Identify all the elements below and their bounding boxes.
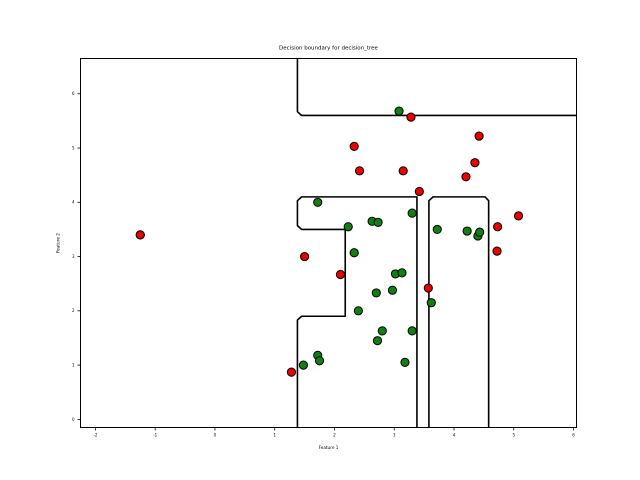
y-tick-label: 5 <box>72 145 75 150</box>
green-point-21 <box>432 224 442 235</box>
red-point-13 <box>470 158 480 168</box>
x-tick-label: 5 <box>512 433 515 438</box>
red-point-16 <box>493 222 503 232</box>
green-point-19 <box>407 208 417 218</box>
x-tick-label: -2 <box>93 433 97 438</box>
green-point-6 <box>349 248 359 258</box>
red-point-17 <box>513 211 524 221</box>
green-point-22 <box>462 226 472 236</box>
red-point-15 <box>492 246 502 256</box>
y-tick-label: 2 <box>72 308 75 313</box>
x-tick-label: 3 <box>393 433 396 438</box>
green-point-11 <box>372 336 383 346</box>
green-point-10 <box>371 288 381 298</box>
red-point-10 <box>414 186 424 197</box>
x-tick-label: 1 <box>273 433 276 438</box>
plot-area-frame <box>80 58 577 428</box>
y-tick-label: 1 <box>72 362 75 367</box>
x-axis-label: Feature 1 <box>319 445 339 450</box>
red-point-11 <box>423 283 433 293</box>
x-tick-label: 2 <box>333 433 336 438</box>
red-point-4 <box>286 367 297 377</box>
green-point-17 <box>400 357 410 367</box>
decision-boundary-lines <box>296 58 577 428</box>
red-point-14 <box>474 131 484 141</box>
boundary-line-3 <box>428 196 490 428</box>
data-points <box>135 106 524 377</box>
green-point-1 <box>298 360 308 370</box>
green-point-12 <box>377 326 387 336</box>
green-point-20 <box>426 298 436 308</box>
green-point-5 <box>343 222 353 232</box>
x-tick-label: -1 <box>153 433 157 438</box>
chart-title: Decision boundary for decision_tree <box>279 46 379 52</box>
red-point-3 <box>300 251 310 262</box>
y-tick-label: 4 <box>72 200 75 205</box>
boundary-line-1 <box>296 58 577 117</box>
x-tick-label: 0 <box>214 433 217 438</box>
axis-ticks: -2 -1 0 1 2 3 4 5 6 0 1 2 3 4 5 6 <box>72 91 575 437</box>
x-tick-label: 4 <box>453 433 456 438</box>
y-tick-label: 0 <box>72 417 75 422</box>
red-point-9 <box>406 112 416 122</box>
y-tick-label: 3 <box>72 254 75 259</box>
green-point-3 <box>314 356 325 366</box>
green-point-16 <box>394 106 404 116</box>
red-point-2 <box>135 230 145 240</box>
red-point-5 <box>335 269 346 280</box>
green-point-13 <box>387 285 398 295</box>
red-point-6 <box>349 141 359 152</box>
y-axis-label: Feature 2 <box>56 233 61 253</box>
red-point-8 <box>398 166 408 176</box>
red-point-7 <box>354 166 365 176</box>
green-point-7 <box>353 306 363 316</box>
x-tick-label: 6 <box>572 433 575 438</box>
y-tick-label: 6 <box>72 91 75 96</box>
boundary-line-2 <box>296 196 418 428</box>
green-point-9 <box>373 217 383 227</box>
red-point-12 <box>461 172 471 182</box>
green-point-4 <box>313 197 323 207</box>
green-point-24 <box>475 227 485 237</box>
green-point-15 <box>397 268 407 278</box>
green-point-18 <box>407 326 417 336</box>
